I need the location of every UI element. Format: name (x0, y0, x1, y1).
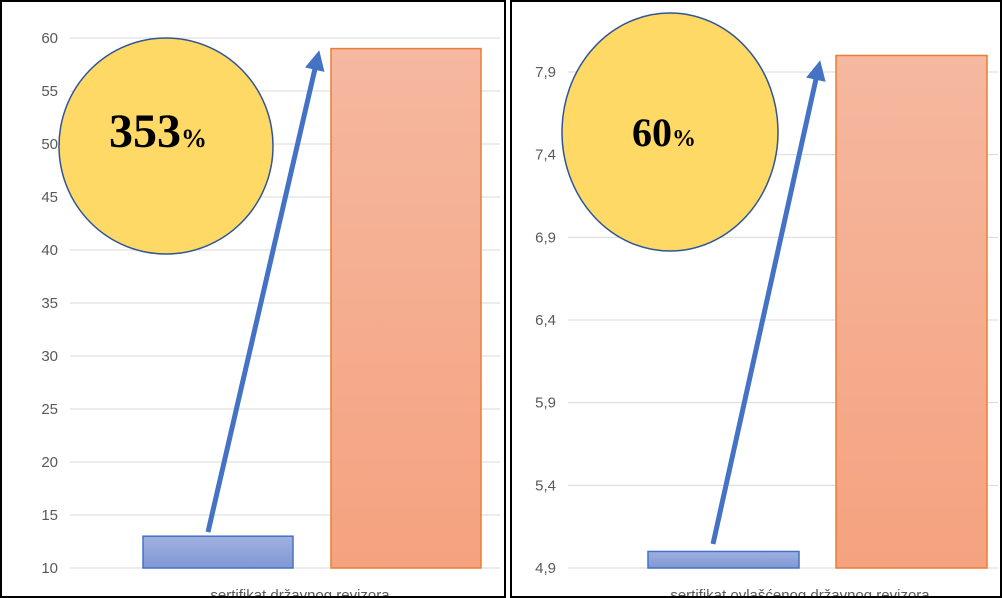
callout-number: 353 (109, 105, 181, 158)
bar-before (142, 535, 294, 569)
y-tick-label: 5,9 (535, 395, 556, 412)
callout-number: 60 (632, 110, 672, 155)
growth-arrow (710, 60, 826, 545)
callout-percent: 353% (109, 105, 207, 158)
y-tick-label: 55 (41, 83, 58, 100)
y-tick-label: 30 (41, 348, 58, 365)
y-tick-label: 50 (41, 136, 58, 153)
y-tick-label: 15 (41, 507, 58, 524)
x-category-label: sertifikat ovlašćenog državnog revizora (670, 587, 930, 598)
x-category-label: sertifikat državnog revizora (210, 587, 390, 598)
chart-left: 10 15 20 25 30 35 40 45 50 55 60 353% sertifikat drž… (0, 0, 506, 598)
y-tick-label: 40 (41, 242, 58, 259)
bar-after (835, 54, 988, 569)
y-tick-label: 6,9 (535, 229, 556, 246)
bar-before (647, 550, 800, 569)
callout-circle (561, 12, 779, 252)
y-tick-label: 6,4 (535, 312, 556, 329)
callout-suffix: % (181, 124, 207, 153)
y-tick-label: 35 (41, 295, 58, 312)
y-tick-label: 4,9 (535, 560, 556, 577)
growth-arrow (205, 50, 325, 533)
chart-right: 4,9 5,4 5,9 6,4 6,9 7,4 7,9 60% sertifikat ovlaš… (510, 0, 1002, 598)
y-tick-label: 5,4 (535, 477, 556, 494)
callout-suffix: % (672, 126, 696, 152)
panel-border (0, 0, 506, 598)
chart-panel-right: 4,9 5,4 5,9 6,4 6,9 7,4 7,9 60% sertifikat ovlaš… (510, 0, 1002, 598)
y-tick-label: 7,9 (535, 64, 556, 81)
bar-after (330, 47, 482, 569)
y-tick-label: 60 (41, 30, 58, 47)
y-tick-label: 7,4 (535, 147, 556, 164)
callout-circle (58, 37, 274, 255)
y-tick-label: 20 (41, 454, 58, 471)
y-tick-label: 25 (41, 401, 58, 418)
chart-panel-left: 10 15 20 25 30 35 40 45 50 55 60 353% sertifikat drž… (0, 0, 506, 598)
callout-percent: 60% (632, 110, 696, 155)
y-tick-label: 10 (41, 560, 58, 577)
y-tick-label: 45 (41, 189, 58, 206)
panel-border (510, 0, 1002, 598)
